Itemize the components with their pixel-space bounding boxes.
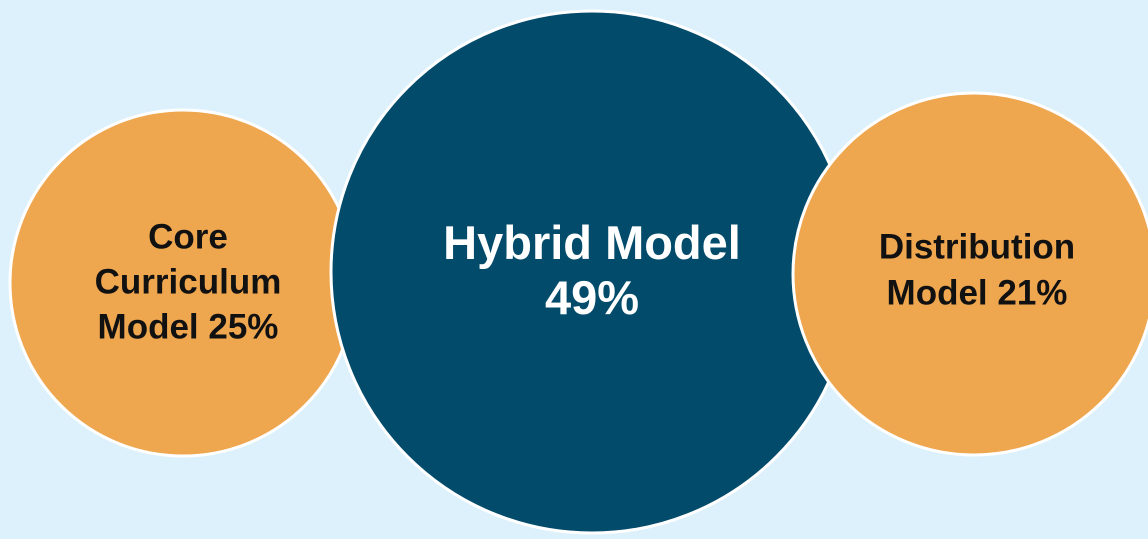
distribution-circle [791,91,1148,457]
node-label: Distribution [879,227,1075,266]
node-label: Core [148,217,228,256]
node-label: Model 21% [887,273,1068,312]
node-label: 49% [545,271,639,324]
node-label: Curriculum [95,262,282,301]
node-label: Model 25% [98,307,279,346]
node-label: Hybrid Model [443,216,741,269]
